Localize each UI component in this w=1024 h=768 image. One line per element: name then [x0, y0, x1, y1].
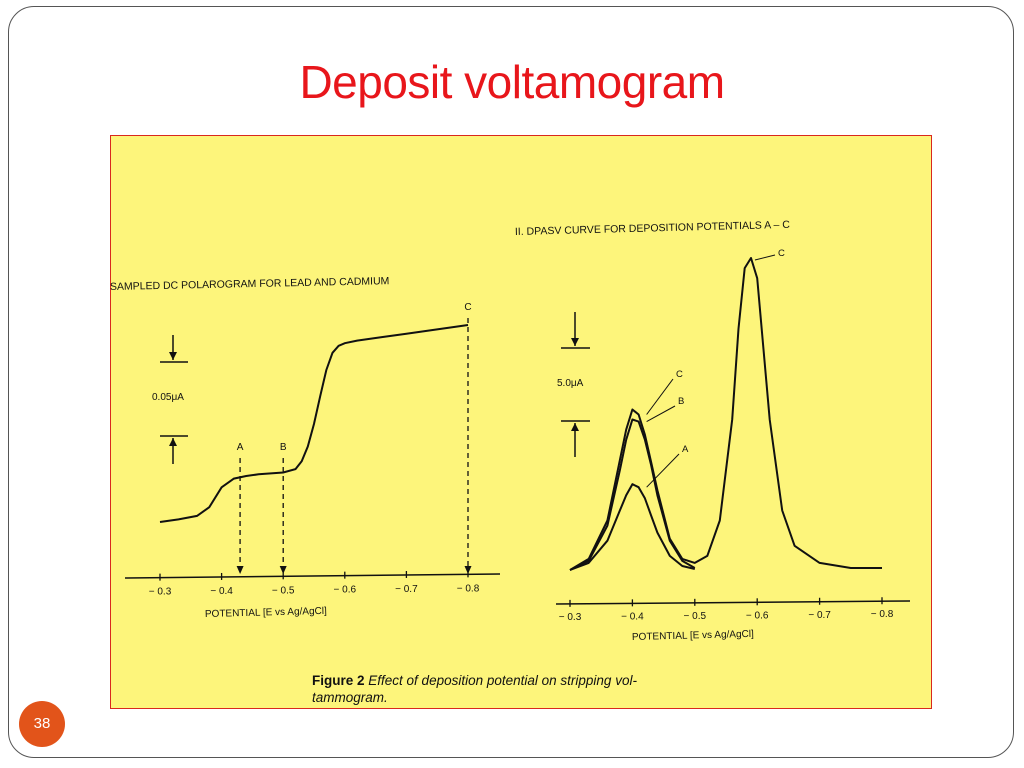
- polarogram-x-tick-label: − 0.8: [457, 583, 480, 594]
- dpasv-x-axis: [555, 600, 911, 605]
- dpasv-peak-pointer: [754, 254, 776, 261]
- polarogram-x-tick-label: − 0.4: [210, 586, 233, 597]
- polarogram-marker-c: C: [464, 302, 472, 574]
- polarogram-curve: [159, 324, 469, 523]
- figure-caption: Figure 2 Effect of deposition potential …: [312, 672, 712, 706]
- page-number-badge: 38: [19, 701, 65, 747]
- dpasv-scale-label: 5.0μA: [557, 378, 584, 389]
- polarogram-marker-label: A: [237, 442, 244, 453]
- polarogram-x-axis: [124, 573, 501, 579]
- dpasv-x-tick-label: − 0.3: [559, 612, 582, 623]
- polarogram-x-tick-label: − 0.7: [395, 584, 418, 595]
- dpasv-title: II. DPASV CURVE FOR DEPOSITION POTENTIAL…: [515, 219, 791, 238]
- polarogram-scale-bar: 0.05μA: [152, 335, 188, 464]
- caption-label: Figure 2: [312, 673, 365, 688]
- dpasv-xlabel: POTENTIAL [E vs Ag/AgCl]: [632, 629, 754, 643]
- dpasv-x-tick-label: − 0.6: [746, 610, 769, 621]
- dpasv-series-label-b: B: [678, 396, 684, 407]
- slide-title: Deposit voltamogram: [299, 56, 725, 108]
- dpasv-x-tick-label: − 0.8: [871, 609, 894, 620]
- dpasv-x-tick-label: − 0.5: [684, 611, 707, 622]
- dpasv-x-tick-label: − 0.4: [621, 611, 644, 622]
- dpasv-curve-a: [569, 483, 696, 571]
- figure-panel: [110, 135, 932, 709]
- dpasv-label-pointer: [646, 453, 680, 488]
- polarogram-xlabel: POTENTIAL [E vs Ag/AgCl]: [205, 606, 327, 620]
- polarogram-title: SAMPLED DC POLAROGRAM FOR LEAD AND CADMI…: [110, 275, 390, 293]
- polarogram-x-tick-label: − 0.3: [149, 587, 172, 598]
- polarogram-marker-label: B: [280, 442, 287, 453]
- dpasv-x-tick-label: − 0.7: [808, 610, 831, 621]
- polarogram-scale-label: 0.05μA: [152, 392, 184, 403]
- dpasv-series-label-c: C: [676, 369, 683, 380]
- polarogram-marker-b: B: [279, 442, 287, 574]
- dpasv-curve-b: [569, 418, 696, 571]
- dpasv-scale-bar: 5.0μA: [557, 312, 590, 457]
- dpasv-label-pointer: [646, 378, 674, 415]
- polarogram-marker-label: C: [464, 302, 471, 313]
- caption-text: Effect of deposition potential on stripp…: [312, 673, 637, 705]
- polarogram-x-tick-label: − 0.6: [334, 585, 357, 596]
- polarogram-marker-a: A: [236, 442, 244, 574]
- dpasv-peak-label: C: [778, 248, 785, 259]
- dpasv-label-pointer: [646, 405, 676, 423]
- dpasv-curve-c: [569, 257, 882, 571]
- polarogram-x-tick-label: − 0.5: [272, 585, 295, 596]
- dpasv-series-label-a: A: [682, 444, 689, 455]
- polarogram-chart: SAMPLED DC POLAROGRAM FOR LEAD AND CADMI…: [110, 275, 501, 620]
- dpasv-chart: II. DPASV CURVE FOR DEPOSITION POTENTIAL…: [515, 219, 911, 643]
